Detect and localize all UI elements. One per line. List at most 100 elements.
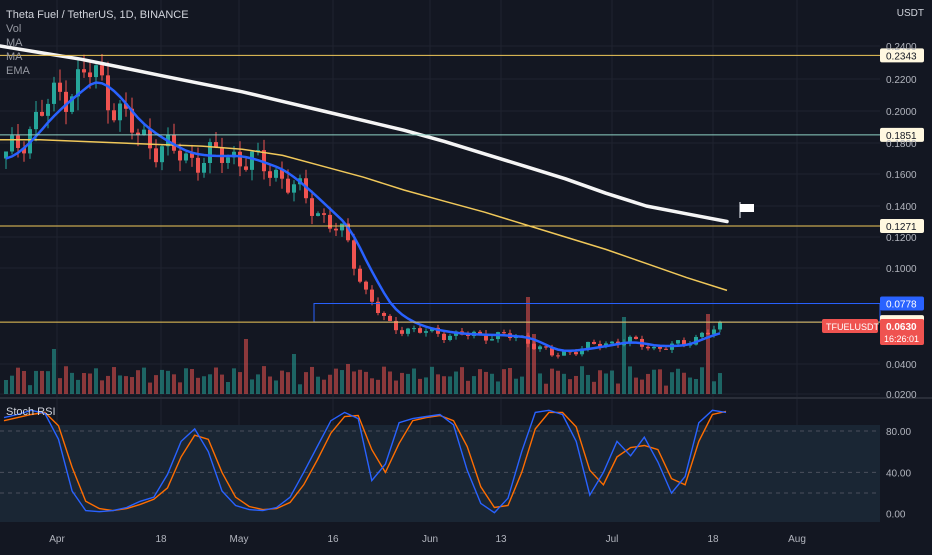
volume-bar (40, 370, 44, 394)
time-tick-label: Aug (788, 534, 806, 545)
volume-bar (370, 378, 374, 394)
candle-body (634, 336, 638, 339)
volume-bar (466, 380, 470, 394)
time-axis[interactable]: Apr 18 May 16 Jun 13 Jul 18 Aug (49, 534, 806, 545)
price-tick-label: 0.1600 (886, 170, 917, 181)
price-tick-label: 0.2400 (886, 42, 917, 53)
time-tick-label: 18 (707, 534, 719, 545)
volume-bar (382, 366, 386, 394)
indicator-ma-2[interactable]: MA (6, 51, 23, 63)
volume-bar (166, 370, 170, 394)
volume-bar (328, 374, 332, 394)
volume-bar (214, 367, 218, 394)
price-axis[interactable]: 0.2400 0.2200 0.2000 0.1800 0.1600 0.1400 0.12… (886, 42, 917, 401)
volume-bar (436, 374, 440, 394)
candle-body (4, 151, 8, 159)
candle-body (124, 103, 128, 109)
volume-bar (508, 368, 512, 394)
volume-bar (10, 375, 14, 394)
volume-bar (286, 372, 290, 394)
flag-icon[interactable] (739, 202, 754, 218)
candle-body (652, 346, 656, 349)
indicator-ema[interactable]: EMA (6, 65, 30, 77)
candle-body (214, 142, 218, 148)
candle-body (190, 153, 194, 158)
volume-bar (718, 373, 722, 394)
level-label: 0.1851 (886, 131, 917, 142)
rsi-tick-label: 40.00 (886, 468, 911, 479)
volume-bar (694, 378, 698, 394)
candle-body (52, 82, 56, 104)
candle-body (592, 341, 596, 344)
volume-bar (688, 377, 692, 394)
candle-body (598, 343, 602, 347)
volume-bar (100, 380, 104, 394)
volume-bar (496, 381, 500, 394)
candle-body (70, 96, 74, 112)
volume-bar (430, 366, 434, 394)
volume-bar (112, 367, 116, 394)
candle-body (310, 198, 314, 216)
volume-bar (652, 369, 656, 394)
price-tick-label: 0.0200 (886, 390, 917, 401)
volume-bar (628, 366, 632, 394)
stoch-rsi-title[interactable]: Stoch RSI (6, 406, 56, 418)
indicator-vol[interactable]: Vol (6, 23, 22, 35)
volume-bar (604, 373, 608, 394)
volume-bar (646, 373, 650, 394)
volume-bar (52, 349, 56, 394)
volume-bar (94, 368, 98, 394)
candle-body (178, 150, 182, 161)
volume-bar (700, 367, 704, 394)
price-tick-label: 0.2000 (886, 107, 917, 118)
volume-bar (484, 371, 488, 394)
candle-body (256, 150, 260, 152)
candle-body (118, 103, 122, 121)
volume-bar (220, 374, 224, 394)
candle-body (262, 150, 266, 172)
volume-bar (4, 380, 8, 394)
volume-bar (544, 383, 548, 394)
time-tick-label: Jul (606, 534, 619, 545)
candle-body (556, 355, 560, 357)
candle-body (112, 110, 116, 121)
candle-body (286, 178, 290, 193)
candle-body (58, 82, 62, 92)
volume-bar (412, 368, 416, 394)
level-label: 0.2343 (886, 51, 917, 62)
candle-body (64, 91, 68, 112)
symbol-title[interactable]: Theta Fuel / TetherUS, 1D, BINANCE (6, 9, 189, 21)
candle-body (142, 129, 146, 136)
time-tick-label: 13 (495, 534, 507, 545)
indicator-ma-1[interactable]: MA (6, 37, 23, 49)
stoch-rsi-pane: 80.00 40.00 0.00 (0, 409, 911, 521)
time-tick-label: Apr (49, 534, 65, 545)
candle-body (274, 169, 278, 178)
volume-bar (472, 376, 476, 394)
volume-bar (280, 370, 284, 394)
currency-label[interactable]: USDT (896, 8, 924, 19)
candle-body (316, 213, 320, 216)
candle-body (448, 335, 452, 340)
volume-bar (586, 374, 590, 394)
candle-body (466, 334, 470, 336)
candle-body (130, 108, 134, 133)
candle-body (46, 103, 50, 116)
candle-body (358, 268, 362, 282)
candle-body (382, 313, 386, 316)
volume-bar (400, 372, 404, 394)
volume-bar (208, 374, 212, 394)
volume-bar (154, 375, 158, 394)
rsi-d-line (3, 410, 727, 512)
volume-bar (562, 373, 566, 394)
candle-body (22, 147, 26, 154)
volume-bar (274, 380, 278, 394)
candle-body (376, 301, 380, 314)
volume-bar (106, 375, 110, 394)
volume-bar (532, 334, 536, 394)
candle-body (106, 75, 110, 111)
candle-body (88, 72, 92, 78)
volume-bar (196, 377, 200, 394)
rsi-tick-label: 80.00 (886, 427, 911, 438)
